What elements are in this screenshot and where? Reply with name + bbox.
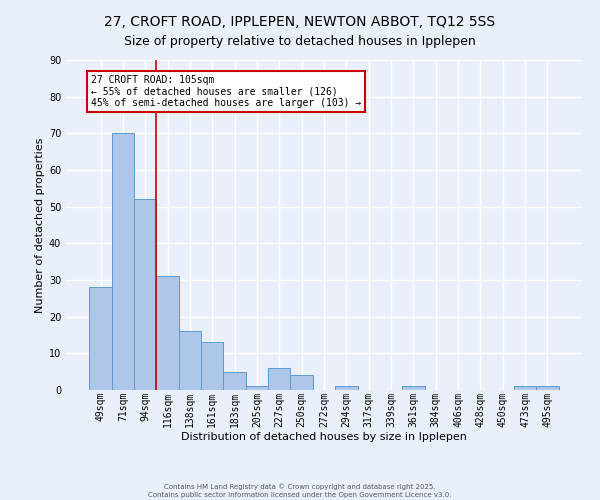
Bar xyxy=(157,276,179,390)
Bar xyxy=(402,386,425,390)
Bar xyxy=(290,376,313,390)
Text: 27 CROFT ROAD: 105sqm
← 55% of detached houses are smaller (126)
45% of semi-det: 27 CROFT ROAD: 105sqm ← 55% of detached … xyxy=(91,74,361,108)
Text: Size of property relative to detached houses in Ipplepen: Size of property relative to detached ho… xyxy=(124,35,476,48)
Text: Contains HM Land Registry data © Crown copyright and database right 2025.
Contai: Contains HM Land Registry data © Crown c… xyxy=(148,484,452,498)
Bar xyxy=(223,372,246,390)
Bar xyxy=(536,386,559,390)
Text: 27, CROFT ROAD, IPPLEPEN, NEWTON ABBOT, TQ12 5SS: 27, CROFT ROAD, IPPLEPEN, NEWTON ABBOT, … xyxy=(104,15,496,29)
Y-axis label: Number of detached properties: Number of detached properties xyxy=(35,138,44,312)
Bar xyxy=(246,386,268,390)
Bar xyxy=(179,332,201,390)
Bar xyxy=(335,386,358,390)
Bar xyxy=(201,342,223,390)
X-axis label: Distribution of detached houses by size in Ipplepen: Distribution of detached houses by size … xyxy=(181,432,467,442)
Bar xyxy=(134,200,157,390)
Bar xyxy=(514,386,536,390)
Bar xyxy=(112,134,134,390)
Bar xyxy=(89,288,112,390)
Bar xyxy=(268,368,290,390)
